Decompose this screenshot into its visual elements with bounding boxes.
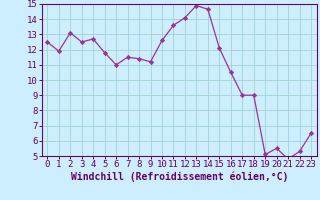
X-axis label: Windchill (Refroidissement éolien,°C): Windchill (Refroidissement éolien,°C) <box>70 172 288 182</box>
